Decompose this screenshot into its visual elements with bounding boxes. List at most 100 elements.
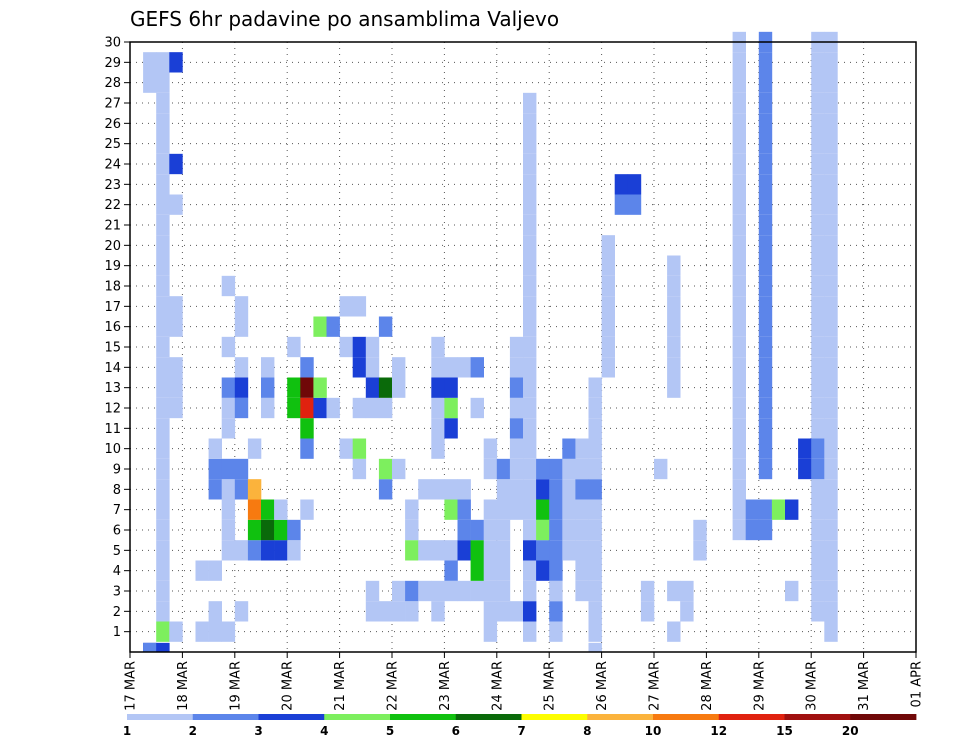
heatmap-cell bbox=[156, 499, 170, 520]
heatmap-cell bbox=[614, 174, 629, 195]
heatmap-cell bbox=[261, 499, 275, 520]
heatmap-cell bbox=[588, 479, 602, 500]
heatmap-cell bbox=[693, 540, 707, 561]
heatmap-cell bbox=[758, 316, 773, 337]
heatmap-cell bbox=[470, 580, 484, 602]
heatmap-cell bbox=[575, 479, 589, 500]
heatmap-cell bbox=[287, 540, 301, 561]
heatmap-cell bbox=[156, 153, 170, 175]
y-tick-label: 10 bbox=[104, 442, 121, 457]
heatmap-cell bbox=[588, 540, 602, 561]
heatmap-cell bbox=[156, 296, 170, 317]
heatmap-cell bbox=[680, 601, 694, 622]
heatmap-cell bbox=[405, 601, 419, 622]
heatmap-cell bbox=[562, 479, 576, 500]
heatmap-cell bbox=[195, 560, 209, 581]
heatmap-cell bbox=[470, 397, 484, 419]
heatmap-cell bbox=[811, 397, 825, 419]
y-tick-label: 28 bbox=[104, 76, 121, 91]
heatmap-cell bbox=[824, 92, 838, 114]
heatmap-cell bbox=[732, 113, 746, 134]
heatmap-cell bbox=[234, 316, 249, 337]
heatmap-cell bbox=[811, 601, 825, 622]
heatmap-cell bbox=[431, 580, 445, 602]
heatmap-cell bbox=[523, 601, 537, 622]
heatmap-cell bbox=[824, 336, 838, 358]
heatmap-cell bbox=[745, 519, 760, 541]
heatmap-cell bbox=[824, 438, 838, 459]
heatmap-cell bbox=[169, 397, 183, 419]
colorbar-swatch bbox=[324, 714, 391, 720]
heatmap-cell bbox=[156, 397, 170, 419]
x-tick-label: 26 MAR bbox=[595, 661, 610, 711]
heatmap-cell bbox=[824, 499, 838, 520]
heatmap-cell bbox=[221, 418, 236, 439]
heatmap-cell bbox=[824, 397, 838, 419]
heatmap-cell bbox=[732, 357, 746, 378]
heatmap-cell bbox=[247, 519, 262, 541]
colorbar-label: 8 bbox=[583, 724, 591, 738]
heatmap-cell bbox=[234, 540, 249, 561]
heatmap-cell bbox=[732, 336, 746, 358]
heatmap-cell bbox=[549, 621, 563, 642]
colorbar-swatch bbox=[718, 714, 785, 720]
heatmap-cell bbox=[824, 479, 838, 500]
heatmap-cell bbox=[824, 194, 838, 215]
heatmap-cell bbox=[824, 621, 838, 642]
heatmap-cell bbox=[824, 275, 838, 297]
heatmap-cell bbox=[732, 92, 746, 114]
heatmap-cell bbox=[758, 92, 773, 114]
heatmap-cell bbox=[523, 235, 537, 256]
heatmap-cell bbox=[523, 92, 537, 114]
heatmap-cell bbox=[811, 133, 825, 154]
heatmap-cell bbox=[156, 580, 170, 602]
heatmap-cell bbox=[523, 458, 537, 480]
heatmap-cell bbox=[431, 377, 445, 398]
heatmap-cell bbox=[549, 519, 563, 541]
heatmap-cell bbox=[824, 72, 838, 93]
heatmap-cell bbox=[143, 642, 157, 652]
heatmap-cell bbox=[496, 458, 511, 480]
heatmap-cell bbox=[667, 357, 681, 378]
x-tick-label: 31 MAR bbox=[857, 661, 872, 711]
heatmap-cell bbox=[758, 458, 773, 480]
heatmap-cell bbox=[758, 438, 773, 459]
heatmap-cell bbox=[523, 133, 537, 154]
heatmap-cell bbox=[523, 580, 537, 602]
heatmap-cell bbox=[300, 438, 314, 459]
heatmap-cell bbox=[732, 255, 746, 276]
heatmap-cell bbox=[221, 519, 236, 541]
colorbar-swatch bbox=[390, 714, 457, 720]
x-tick-label: 20 MAR bbox=[281, 661, 296, 711]
heatmap-cell bbox=[418, 540, 432, 561]
heatmap-cell bbox=[287, 377, 301, 398]
heatmap-cell bbox=[758, 214, 773, 236]
heatmap-cell bbox=[313, 316, 327, 337]
heatmap-cell bbox=[811, 336, 825, 358]
x-tick-label: 29 MAR bbox=[752, 661, 767, 711]
heatmap-cell bbox=[156, 519, 170, 541]
heatmap-cell bbox=[575, 519, 589, 541]
heatmap-cell bbox=[523, 153, 537, 175]
heatmap-cell bbox=[523, 519, 537, 541]
heatmap-cell bbox=[444, 580, 458, 602]
heatmap-cell bbox=[523, 377, 537, 398]
heatmap-cell bbox=[824, 113, 838, 134]
heatmap-cell bbox=[758, 519, 773, 541]
y-tick-label: 15 bbox=[104, 341, 121, 356]
colorbar-swatch bbox=[784, 714, 851, 720]
heatmap-cell bbox=[208, 458, 222, 480]
colorbar-label: 10 bbox=[645, 724, 662, 738]
heatmap-cell bbox=[523, 336, 537, 358]
heatmap-cell bbox=[654, 458, 668, 480]
heatmap-cell bbox=[392, 580, 406, 602]
heatmap-cell bbox=[811, 52, 825, 73]
heatmap-cell bbox=[300, 357, 314, 378]
x-tick-label: 27 MAR bbox=[648, 661, 663, 711]
heatmap-cell bbox=[601, 235, 615, 256]
heatmap-cell bbox=[667, 316, 681, 337]
heatmap-cell bbox=[234, 296, 249, 317]
heatmap-cell bbox=[470, 519, 484, 541]
x-tick-label: 24 MAR bbox=[490, 661, 505, 711]
heatmap-cell bbox=[588, 580, 602, 602]
